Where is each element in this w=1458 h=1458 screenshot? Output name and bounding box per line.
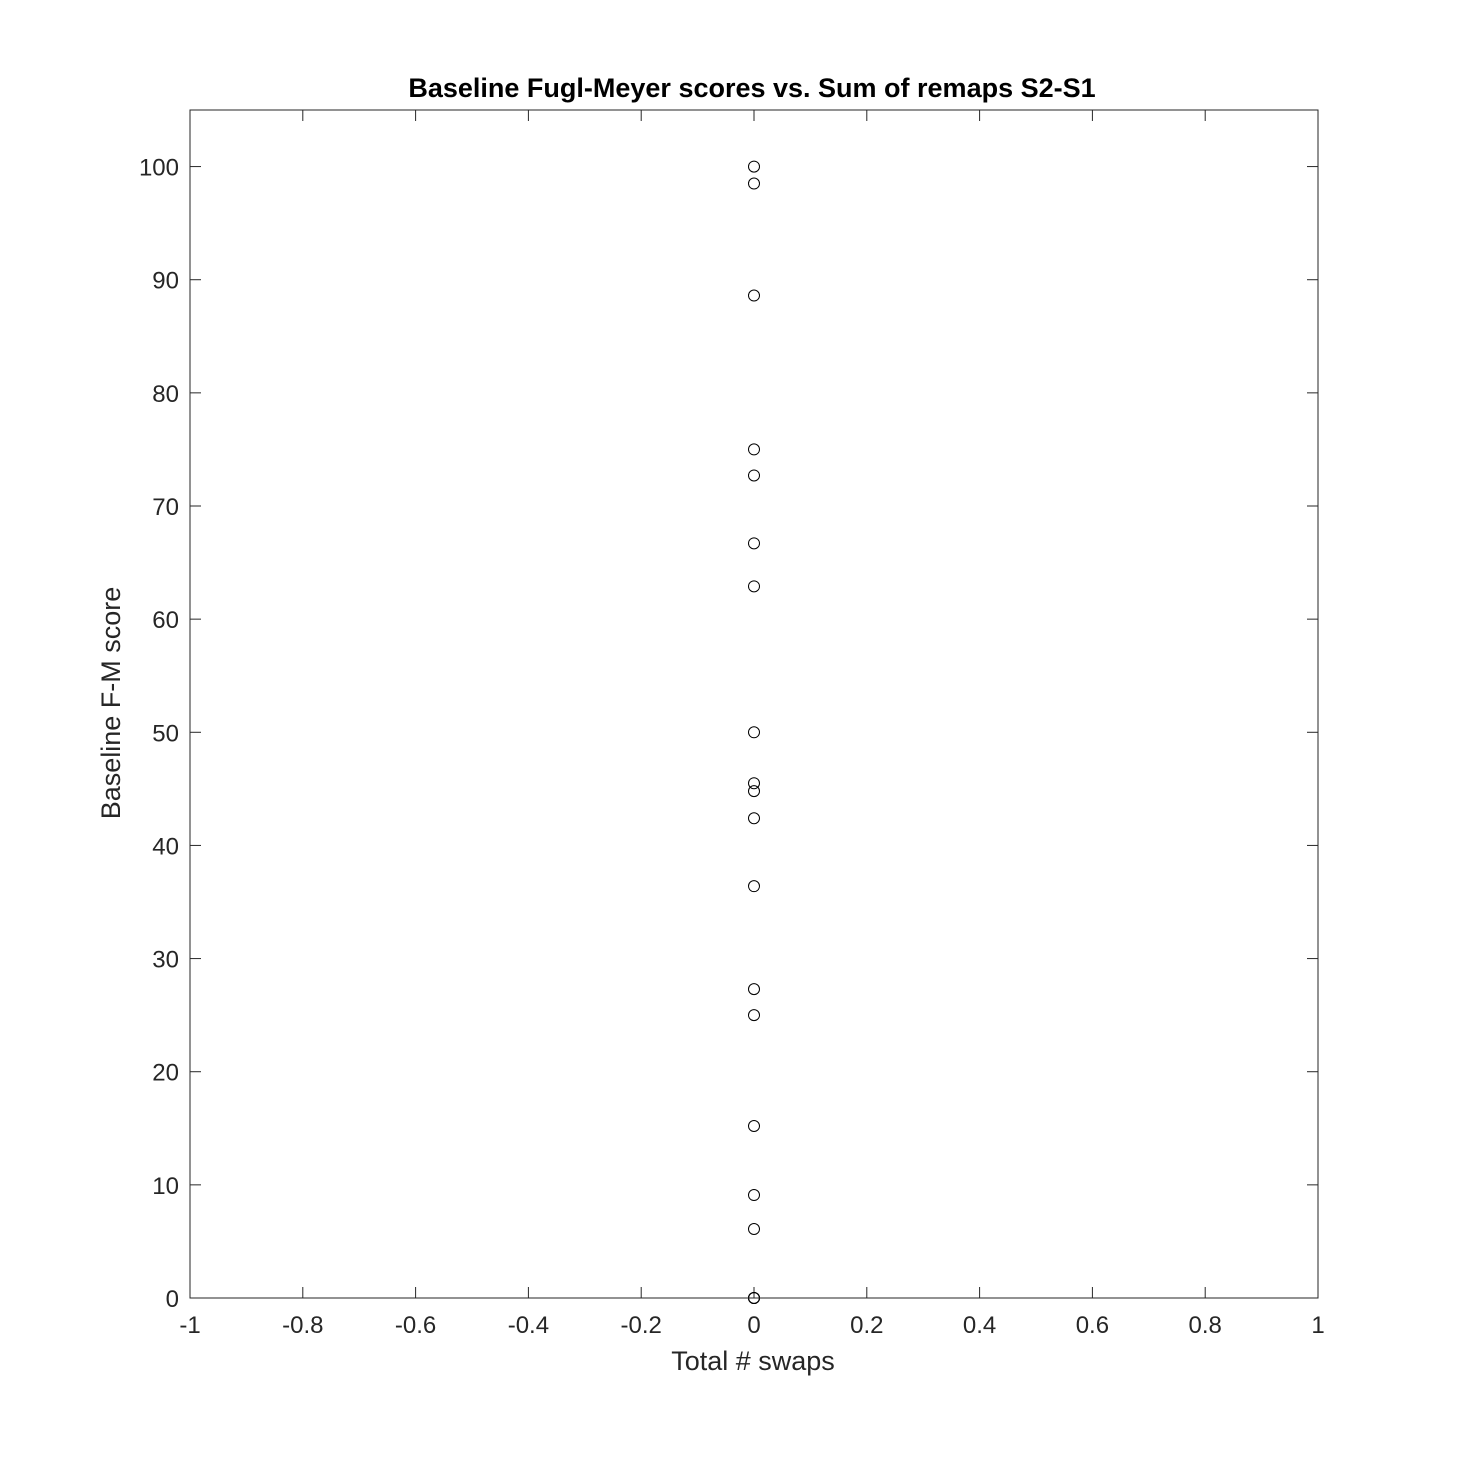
data-point (748, 1189, 760, 1202)
y-tick-label: 70 (152, 494, 179, 521)
y-tick-label: 10 (152, 1173, 179, 1200)
x-tick-label: -0.2 (621, 1312, 662, 1339)
axes-box (189, 109, 1319, 1299)
y-tick-label: 50 (152, 720, 179, 747)
y-axis-label: Baseline F-M score (96, 587, 126, 820)
x-tick-label: -0.8 (282, 1312, 323, 1339)
data-point (748, 785, 760, 798)
x-axis-ticks: -1 -0.8 -0.6 -0.4 -0.2 0 0.2 0.4 0.6 0.8 1 (179, 110, 1325, 1339)
data-point (748, 880, 760, 893)
data-point (748, 289, 760, 302)
x-tick-label: 1 (1311, 1312, 1324, 1339)
y-tick-label: 100 (139, 155, 179, 182)
x-tick-label: 0.4 (963, 1312, 996, 1339)
plot-area (190, 110, 1318, 1298)
data-points (748, 160, 760, 1304)
data-point (748, 983, 760, 996)
data-point (748, 726, 760, 739)
x-tick-label: 0.2 (850, 1312, 883, 1339)
data-point (748, 777, 760, 790)
y-tick-label: 30 (152, 947, 179, 974)
data-point (748, 469, 760, 482)
y-tick-label: 20 (152, 1060, 179, 1087)
x-tick-label: 0 (747, 1312, 760, 1339)
y-axis-ticks: 0 10 20 30 40 50 60 70 80 90 100 (139, 155, 1318, 1313)
data-point (748, 1222, 760, 1235)
y-tick-label: 0 (166, 1286, 179, 1313)
x-tick-label: -1 (179, 1312, 200, 1339)
x-tick-label: 0.6 (1076, 1312, 1109, 1339)
data-point (748, 160, 760, 173)
data-point (748, 443, 760, 456)
x-tick-label: 0.8 (1189, 1312, 1222, 1339)
data-point (748, 812, 760, 825)
chart-title: Baseline Fugl-Meyer scores vs. Sum of re… (408, 73, 1095, 103)
y-tick-label: 90 (152, 268, 179, 295)
y-tick-label: 60 (152, 607, 179, 634)
y-tick-label: 80 (152, 381, 179, 408)
data-point (748, 580, 760, 593)
data-point (748, 1009, 760, 1022)
data-point (748, 1120, 760, 1133)
y-tick-label: 40 (152, 833, 179, 860)
x-tick-label: -0.4 (508, 1312, 549, 1339)
data-point (748, 177, 760, 190)
data-point (748, 537, 760, 550)
x-tick-label: -0.6 (395, 1312, 436, 1339)
x-axis-label: Total # swaps (671, 1346, 835, 1376)
axes: -1 -0.8 -0.6 -0.4 -0.2 0 0.2 0.4 0.6 0.8 1 0 10 20 30… (139, 109, 1325, 1339)
